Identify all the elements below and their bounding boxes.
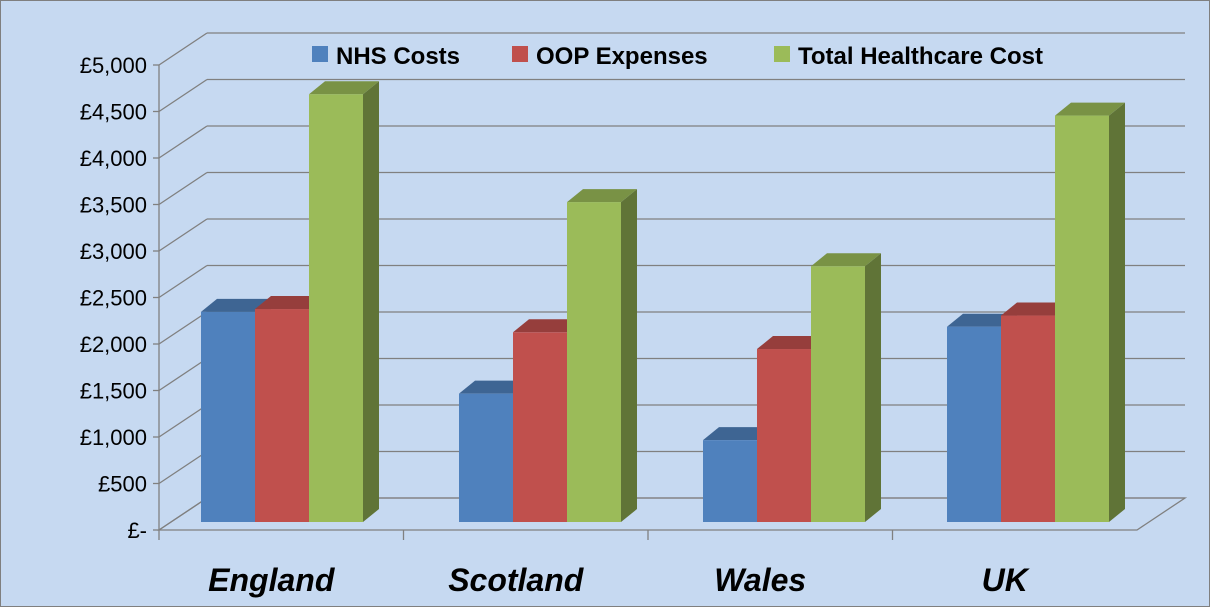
y-tick-label: £-	[127, 518, 147, 543]
bar	[567, 189, 637, 522]
x-tick-label: England	[208, 562, 336, 598]
floor-outline	[156, 497, 1188, 531]
gridline	[158, 32, 1185, 66]
bars	[201, 81, 1125, 522]
x-tick-label: Wales	[714, 562, 806, 598]
x-tick-labels: England Scotland Wales UK	[208, 562, 1031, 598]
x-tick-label: UK	[982, 562, 1031, 598]
gridline	[158, 78, 1185, 113]
bar	[811, 253, 881, 522]
y-tick-label: £3,500	[80, 193, 147, 218]
y-tick-label: £3,000	[80, 239, 147, 264]
y-tick-label: £500	[98, 472, 147, 497]
legend-swatch	[512, 46, 528, 62]
legend-item: OOP Expenses	[512, 43, 708, 70]
y-tick-label: £1,500	[80, 379, 147, 404]
x-tick-label: Scotland	[448, 562, 585, 598]
legend-swatch	[312, 46, 328, 62]
y-tick-labels: £- £500 £1,000 £1,500 £2,000 £2,500 £3,000 £3,5…	[80, 53, 147, 543]
legend-label: OOP Expenses	[536, 43, 708, 70]
bar	[309, 81, 379, 522]
legend: NHS Costs OOP Expenses Total Healthcare Co…	[312, 43, 1043, 70]
bar	[1055, 102, 1125, 522]
axes	[153, 64, 1188, 540]
legend-item: Total Healthcare Cost	[774, 43, 1043, 70]
legend-label: NHS Costs	[336, 43, 460, 70]
y-tick-label: £1,000	[80, 425, 147, 450]
legend-item: NHS Costs	[312, 43, 460, 70]
y-tick-label: £2,000	[80, 332, 147, 357]
y-tick-label: £4,500	[80, 100, 147, 125]
legend-swatch	[774, 46, 790, 62]
y-tick-label: £2,500	[80, 286, 147, 311]
y-tick-label: £5,000	[80, 53, 147, 78]
y-tick-label: £4,000	[80, 146, 147, 171]
legend-label: Total Healthcare Cost	[798, 43, 1043, 70]
